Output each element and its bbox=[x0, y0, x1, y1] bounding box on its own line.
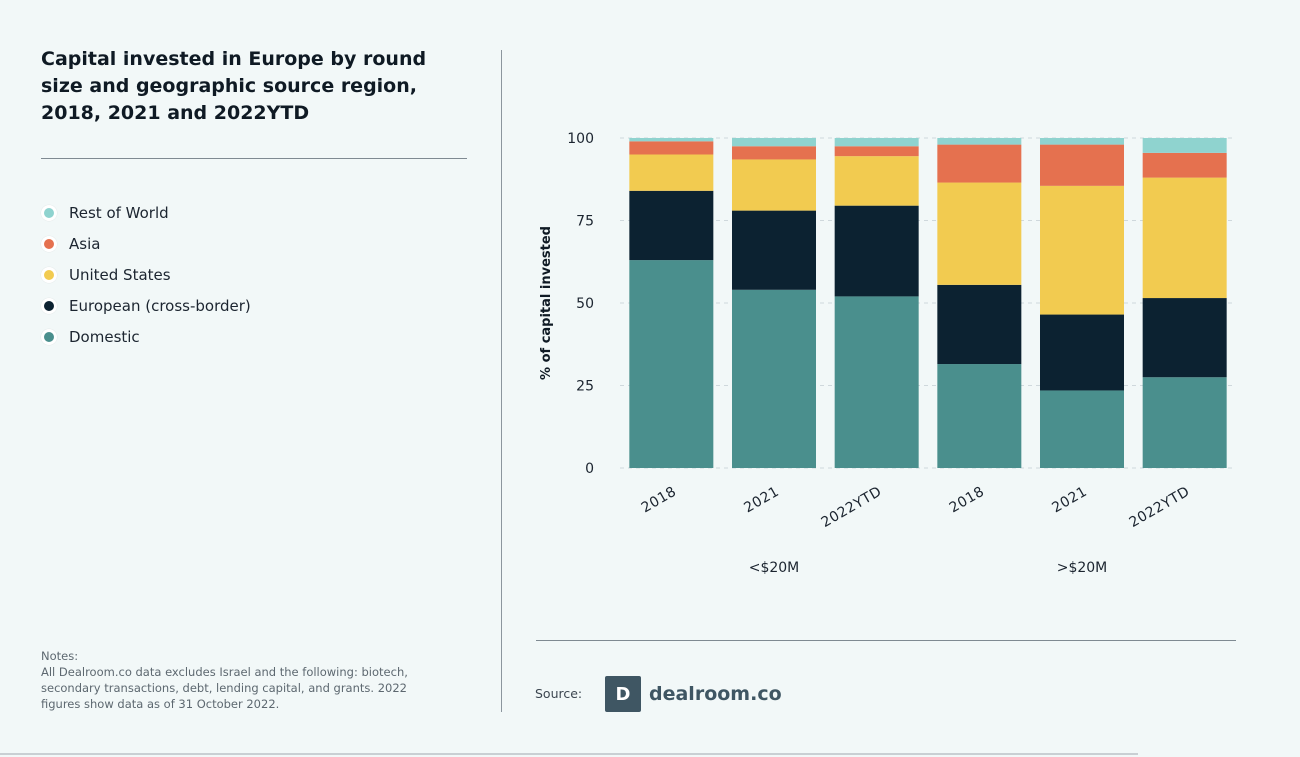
bar-segment-united-states bbox=[937, 182, 1022, 285]
bar-segment-rest-of-world bbox=[1040, 138, 1124, 145]
notes: Notes: All Dealroom.co data excludes Isr… bbox=[41, 648, 411, 712]
legend-label: Asia bbox=[69, 234, 101, 253]
vertical-divider bbox=[501, 50, 502, 712]
x-tick-label: 2022YTD bbox=[1127, 484, 1193, 531]
bar-segment-asia bbox=[732, 146, 816, 160]
bar-segment-united-states bbox=[1142, 177, 1227, 299]
bar-segment-domestic bbox=[1142, 377, 1227, 468]
bar-segment-rest-of-world bbox=[629, 138, 714, 142]
legend-label: United States bbox=[69, 265, 171, 284]
asia-dot-icon bbox=[41, 235, 57, 252]
stacked-bar-chart: 0 25 50 75 100 % of capital invested 2018 2021 2… bbox=[539, 131, 1236, 576]
bar-segment-united-states bbox=[629, 154, 714, 191]
dealroom-logo-icon: D bbox=[605, 676, 641, 712]
bar-segment-domestic bbox=[629, 260, 714, 468]
bar-segment-european-cross-border bbox=[732, 210, 816, 290]
notes-text: All Dealroom.co data excludes Israel and… bbox=[41, 665, 408, 711]
notes-heading: Notes: bbox=[41, 649, 79, 663]
title-divider bbox=[41, 158, 467, 159]
y-tick-label: 0 bbox=[585, 461, 594, 477]
bar-segment-domestic bbox=[732, 289, 816, 468]
source-label: Source: bbox=[535, 686, 583, 701]
united-states-dot-icon bbox=[41, 266, 57, 283]
group-label: >$20M bbox=[1057, 560, 1108, 576]
bar-segment-rest-of-world bbox=[834, 138, 919, 147]
bar-segment-european-cross-border bbox=[629, 190, 714, 261]
legend-label: Rest of World bbox=[69, 203, 169, 222]
y-axis-label: % of capital invested bbox=[539, 226, 554, 380]
bar-segment-asia bbox=[629, 141, 714, 155]
legend-item-asia: Asia bbox=[41, 228, 251, 259]
dealroom-logo-text: dealroom.co bbox=[649, 683, 782, 705]
y-tick-label: 25 bbox=[576, 379, 594, 395]
bar-segment-european-cross-border bbox=[834, 205, 919, 297]
y-tick-label: 50 bbox=[576, 296, 594, 312]
group-label: <$20M bbox=[749, 560, 800, 576]
x-tick-label: 2021 bbox=[1049, 484, 1090, 517]
x-tick-label: 2018 bbox=[639, 484, 680, 517]
y-tick-label: 100 bbox=[567, 131, 594, 147]
bar-segment-rest-of-world bbox=[1142, 138, 1227, 153]
legend-item-united-states: United States bbox=[41, 259, 251, 290]
x-tick-label: 2021 bbox=[741, 484, 782, 517]
y-tick-label: 75 bbox=[576, 214, 594, 230]
legend-label: Domestic bbox=[69, 328, 140, 347]
rest-of-world-dot-icon bbox=[41, 204, 57, 221]
dealroom-logo: D dealroom.co bbox=[605, 676, 782, 712]
legend-item-domestic: Domestic bbox=[41, 322, 251, 353]
domestic-dot-icon bbox=[41, 329, 57, 346]
footer-divider bbox=[536, 640, 1236, 641]
european-cross-border-dot-icon bbox=[41, 298, 57, 315]
legend-item-rest-of-world: Rest of World bbox=[41, 197, 251, 228]
bar-segment-european-cross-border bbox=[937, 284, 1022, 365]
bar-segment-asia bbox=[937, 144, 1022, 183]
bar-segment-united-states bbox=[732, 159, 816, 211]
bar-segment-asia bbox=[1142, 152, 1227, 178]
bar-segment-united-states bbox=[1040, 185, 1124, 315]
bar-segment-rest-of-world bbox=[732, 138, 816, 147]
bar-segment-asia bbox=[834, 146, 919, 157]
x-tick-label: 2022YTD bbox=[819, 484, 885, 531]
bar-segment-european-cross-border bbox=[1040, 314, 1124, 391]
bar-segment-asia bbox=[1040, 144, 1124, 186]
bar-segment-united-states bbox=[834, 156, 919, 206]
legend-item-european-cross-border: European (cross-border) bbox=[41, 291, 251, 322]
chart-title: Capital invested in Europe by round size… bbox=[41, 48, 427, 124]
bar-segment-domestic bbox=[937, 364, 1022, 468]
legend-label: European (cross-border) bbox=[69, 297, 251, 316]
bar-segment-european-cross-border bbox=[1142, 298, 1227, 378]
page-edge-line bbox=[0, 753, 1138, 755]
legend: Rest of World Asia United States Europea… bbox=[41, 197, 251, 353]
x-tick-label: 2018 bbox=[947, 484, 988, 517]
bar-segment-domestic bbox=[834, 296, 919, 468]
bar-segment-domestic bbox=[1040, 390, 1124, 468]
bar-segment-rest-of-world bbox=[937, 138, 1022, 145]
